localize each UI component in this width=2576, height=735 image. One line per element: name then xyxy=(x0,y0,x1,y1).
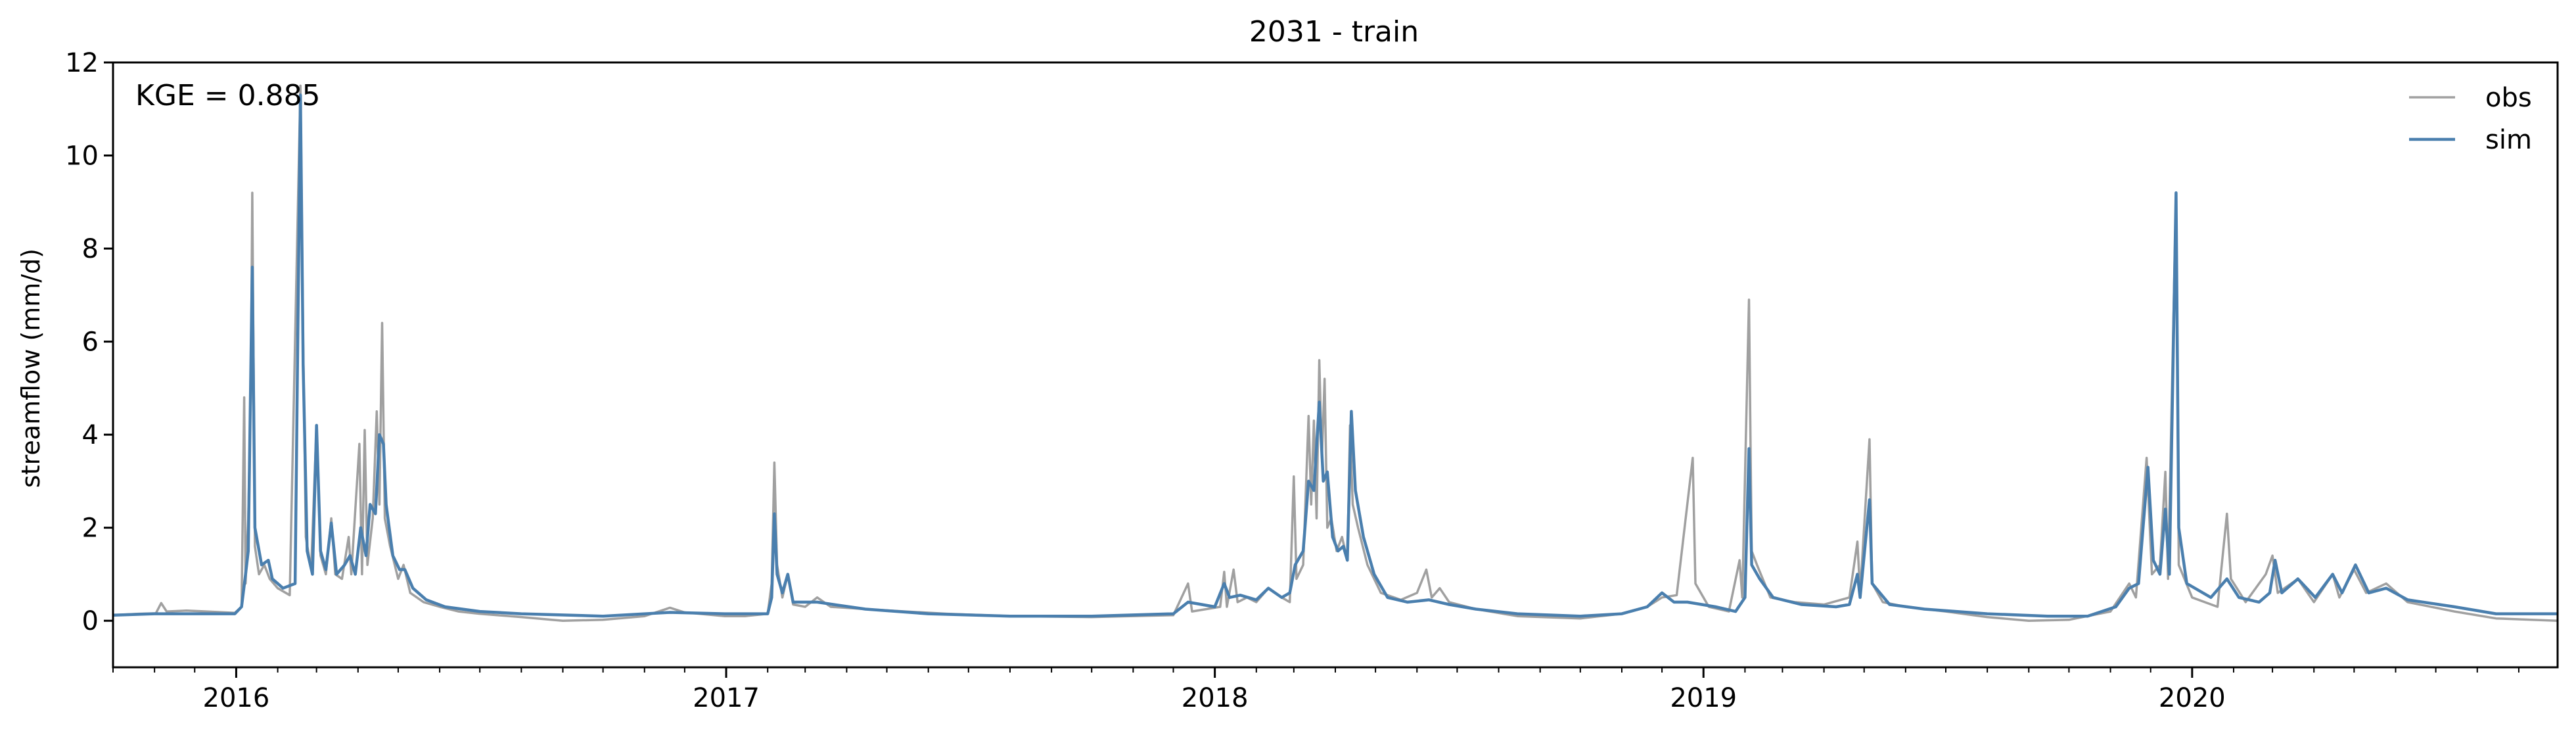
y-axis: 0 2 4 6 8 10 12 xyxy=(65,48,113,636)
y-axis-label: streamflow (mm/d) xyxy=(16,249,45,488)
series-layer xyxy=(113,84,2558,622)
chart-title: 2031 - train xyxy=(1249,15,1419,49)
legend: obs sim xyxy=(2409,83,2532,155)
legend-label-sim: sim xyxy=(2485,125,2532,155)
y-tick-label: 0 xyxy=(82,606,99,636)
y-tick-label: 2 xyxy=(82,513,99,544)
x-axis: 2016 2017 2018 2019 2020 xyxy=(112,667,2519,713)
x-tick-label: 2018 xyxy=(1182,683,1249,713)
y-tick-label: 8 xyxy=(82,234,99,264)
x-tick-label: 2019 xyxy=(1670,683,1737,713)
x-tick-label: 2020 xyxy=(2159,683,2226,713)
y-tick-label: 10 xyxy=(65,141,99,172)
x-tick-label: 2016 xyxy=(203,683,270,713)
kge-annotation: KGE = 0.885 xyxy=(135,79,321,112)
x-tick-label: 2017 xyxy=(693,683,760,713)
y-tick-label: 12 xyxy=(65,48,99,78)
series-line-sim xyxy=(113,93,2558,618)
y-tick-label: 4 xyxy=(82,420,99,450)
y-tick-label: 6 xyxy=(82,327,99,358)
legend-label-obs: obs xyxy=(2485,83,2532,113)
